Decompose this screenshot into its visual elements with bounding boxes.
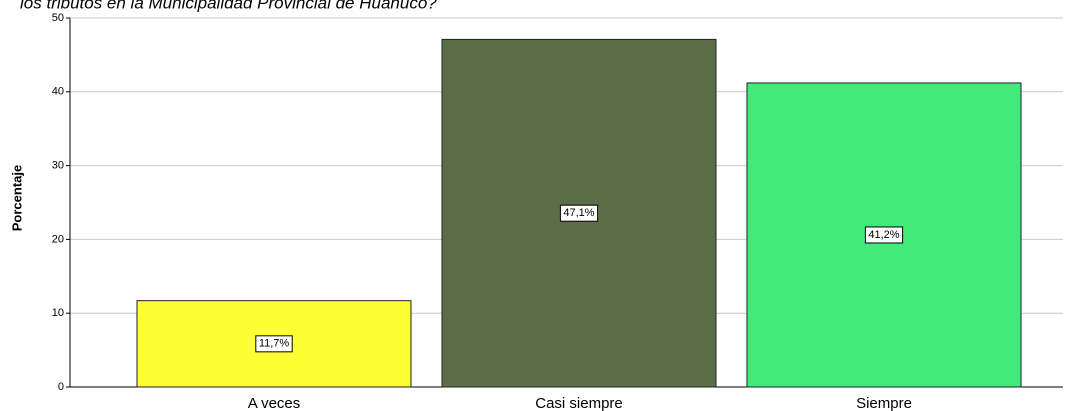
value-label-box	[864, 226, 904, 244]
x-tick-label: Siempre	[856, 395, 912, 411]
x-tick-label: A veces	[248, 395, 301, 411]
y-tick-label: 20	[52, 233, 64, 245]
x-tick-label: Casi siempre	[535, 395, 623, 411]
value-label: 47,1%	[563, 207, 594, 219]
y-tick-label: 10	[52, 307, 64, 319]
y-tick-label: 50	[52, 12, 64, 24]
value-label-box	[255, 335, 293, 353]
y-axis-label: Porcentaje	[9, 165, 24, 231]
value-label: 11,7%	[259, 338, 290, 350]
value-label: 41,2%	[868, 229, 899, 241]
chart-title: los tributos en la Municipalidad Provinc…	[20, 0, 437, 12]
y-tick-label: 0	[58, 381, 64, 393]
y-tick-label: 40	[52, 86, 64, 98]
y-tick-label: 30	[52, 160, 64, 172]
value-label-box	[559, 204, 599, 222]
